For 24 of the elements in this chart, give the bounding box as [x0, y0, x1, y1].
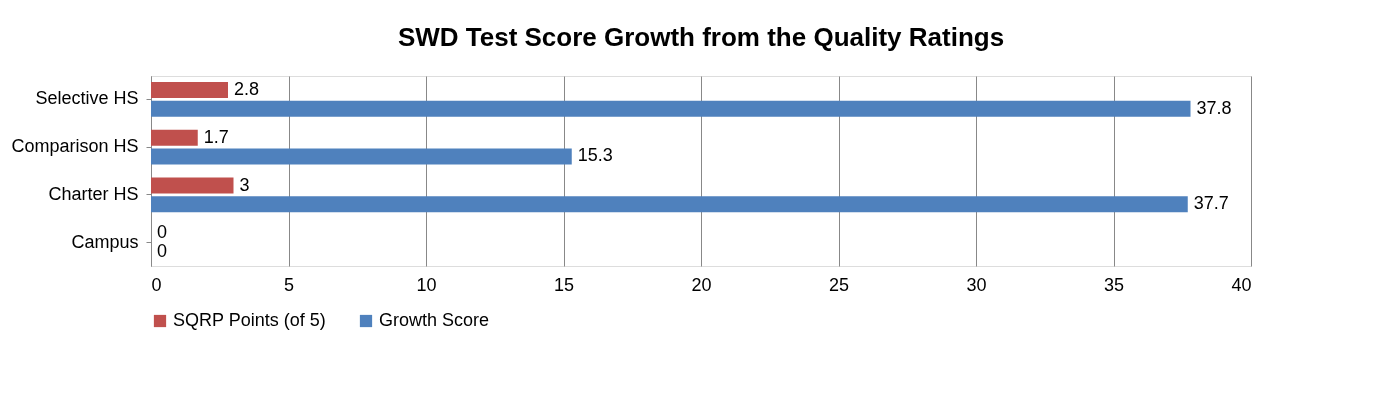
- legend-label: SQRP Points (of 5): [173, 310, 326, 330]
- data-label: 37.8: [1196, 97, 1232, 118]
- data-label: 2.8: [234, 79, 260, 100]
- data-label: 37.7: [1193, 193, 1229, 214]
- x-tick-label: 10: [416, 274, 437, 295]
- x-tick-label: 15: [553, 274, 575, 295]
- x-tick-label: 40: [1231, 274, 1252, 295]
- data-label: 3: [239, 174, 250, 195]
- chart-title: SWD Test Score Growth from the Quality Ratings: [397, 22, 1005, 52]
- data-label: 1.7: [203, 126, 229, 147]
- x-tick-label: 25: [828, 274, 850, 295]
- legend-label: Growth Score: [379, 310, 490, 330]
- y-tick-label: Charter HS: [48, 183, 139, 204]
- y-tick-label: Comparison HS: [11, 136, 139, 157]
- data-label: 0: [157, 222, 168, 243]
- x-tick-label: 20: [691, 274, 712, 295]
- x-tick-label: 5: [283, 274, 295, 295]
- x-tick-label: 0: [151, 274, 162, 295]
- x-tick-label: 30: [966, 274, 987, 295]
- y-tick-label: Selective HS: [35, 88, 139, 109]
- data-label: 15.3: [577, 145, 613, 166]
- x-tick-label: 35: [1103, 274, 1125, 295]
- y-tick-label: Campus: [71, 231, 139, 252]
- data-label: 0: [157, 240, 168, 261]
